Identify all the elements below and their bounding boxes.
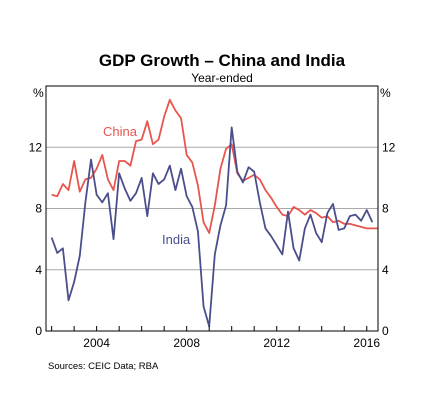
x-tick-label: 2012 (263, 336, 290, 350)
x-tick-label: 2016 (353, 336, 380, 350)
chart-source: Sources: CEIC Data; RBA (48, 361, 159, 372)
y-tick-label-right: 8 (382, 202, 389, 216)
y-tick-label-left: 0 (35, 324, 42, 338)
series-label-india: India (162, 232, 191, 247)
unit-left: % (33, 86, 44, 100)
series-label-china: China (103, 124, 138, 139)
x-tick-label: 2008 (173, 336, 200, 350)
unit-right: % (380, 86, 391, 100)
series-lines (50, 98, 378, 328)
series-line-india (50, 126, 374, 328)
x-tick-label: 2004 (83, 336, 110, 350)
y-tick-label-left: 12 (29, 140, 43, 154)
y-tick-label-left: 4 (35, 263, 42, 277)
series-line-china (51, 98, 378, 234)
gridlines (46, 146, 378, 271)
y-tick-label-right: 0 (382, 324, 389, 338)
x-ticks: 2004 2008 2012 2016 (51, 326, 380, 350)
chart-title: GDP Growth – China and India (99, 51, 346, 70)
chart-subtitle: Year-ended (191, 71, 253, 85)
y-ticks: 0 0 4 4 8 8 12 12 (29, 140, 396, 338)
y-tick-label-right: 4 (382, 263, 389, 277)
y-tick-label-left: 8 (35, 202, 42, 216)
plot-frame (45, 85, 379, 332)
y-tick-label-right: 12 (382, 140, 396, 154)
